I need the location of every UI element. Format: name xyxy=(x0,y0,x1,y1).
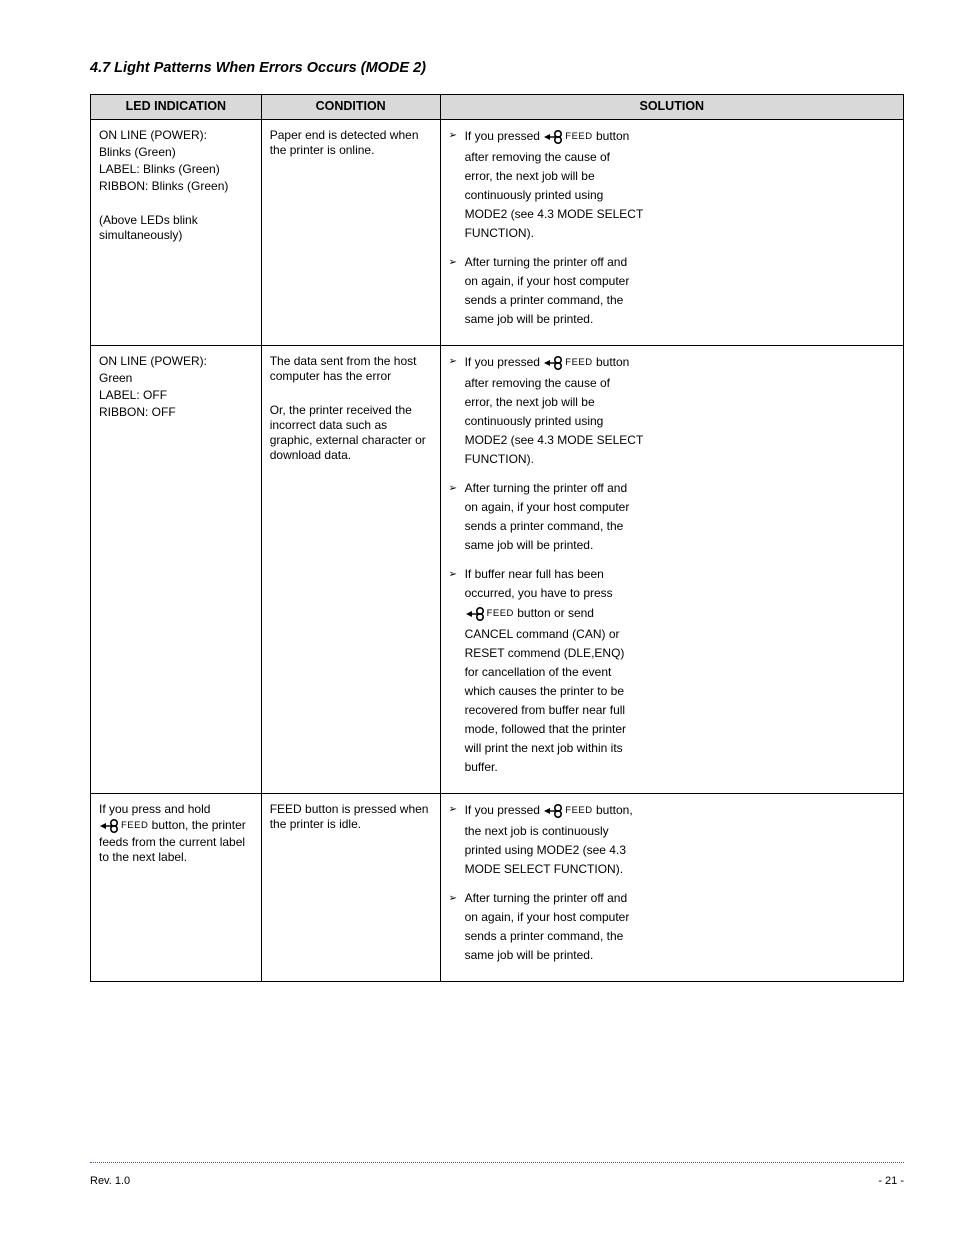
th-condition: CONDITION xyxy=(261,95,440,120)
cell-condition: FEED button is pressed when the printer … xyxy=(261,793,440,981)
chevron-right-icon xyxy=(449,293,465,294)
chevron-right-icon xyxy=(449,538,465,539)
chevron-right-icon xyxy=(449,948,465,949)
chevron-right-icon xyxy=(449,665,465,666)
chevron-right-icon xyxy=(449,274,465,275)
chevron-right-icon xyxy=(449,519,465,520)
cell-solution: ➢If you pressed FEED button,the next job… xyxy=(440,793,903,981)
chevron-right-icon: ➢ xyxy=(449,481,465,496)
table-row: ON LINE (POWER):GreenLABEL: OFFRIBBON: O… xyxy=(91,345,904,793)
chevron-right-icon: ➢ xyxy=(449,128,465,143)
chevron-right-icon xyxy=(449,760,465,761)
chevron-right-icon xyxy=(449,646,465,647)
error-table: LED INDICATION CONDITION SOLUTION ON LIN… xyxy=(90,94,904,982)
cell-condition: The data sent from the host computer has… xyxy=(261,345,440,793)
chevron-right-icon xyxy=(449,500,465,501)
chevron-right-icon xyxy=(449,741,465,742)
chevron-right-icon xyxy=(449,169,465,170)
feed-icon: FEED xyxy=(543,128,592,146)
chevron-right-icon xyxy=(449,605,465,606)
chevron-right-icon xyxy=(449,824,465,825)
footer: Rev. 1.0 - 21 - xyxy=(90,1175,904,1187)
chevron-right-icon xyxy=(449,843,465,844)
chevron-right-icon: ➢ xyxy=(449,354,465,369)
chevron-right-icon: ➢ xyxy=(449,802,465,817)
chevron-right-icon xyxy=(449,414,465,415)
feed-icon: FEED xyxy=(543,802,592,820)
chevron-right-icon xyxy=(449,452,465,453)
chevron-right-icon xyxy=(449,207,465,208)
chevron-right-icon: ➢ xyxy=(449,891,465,906)
footer-right: - 21 - xyxy=(878,1175,904,1187)
chevron-right-icon xyxy=(449,627,465,628)
feed-icon: FEED xyxy=(99,817,148,835)
chevron-right-icon xyxy=(449,433,465,434)
chevron-right-icon xyxy=(449,862,465,863)
cell-solution: ➢If you pressed FEED buttonafter removin… xyxy=(440,119,903,345)
chevron-right-icon xyxy=(449,226,465,227)
feed-icon: FEED xyxy=(465,605,514,623)
chevron-right-icon xyxy=(449,929,465,930)
section-title: 4.7 Light Patterns When Errors Occurs (M… xyxy=(90,60,904,76)
th-led: LED INDICATION xyxy=(91,95,262,120)
chevron-right-icon xyxy=(449,910,465,911)
chevron-right-icon xyxy=(449,684,465,685)
cell-condition: Paper end is detected when the printer i… xyxy=(261,119,440,345)
chevron-right-icon xyxy=(449,376,465,377)
table-row: If you press and hold FEED button, the p… xyxy=(91,793,904,981)
th-solution: SOLUTION xyxy=(440,95,903,120)
chevron-right-icon xyxy=(449,188,465,189)
cell-solution: ➢If you pressed FEED buttonafter removin… xyxy=(440,345,903,793)
chevron-right-icon xyxy=(449,150,465,151)
chevron-right-icon xyxy=(449,395,465,396)
cell-led: ON LINE (POWER):GreenLABEL: OFFRIBBON: O… xyxy=(91,345,262,793)
chevron-right-icon xyxy=(449,722,465,723)
feed-icon: FEED xyxy=(543,354,592,372)
table-row: ON LINE (POWER):Blinks (Green)LABEL: Bli… xyxy=(91,119,904,345)
chevron-right-icon xyxy=(449,312,465,313)
chevron-right-icon: ➢ xyxy=(449,255,465,270)
footer-divider xyxy=(90,1162,904,1163)
cell-led: If you press and hold FEED button, the p… xyxy=(91,793,262,981)
chevron-right-icon: ➢ xyxy=(449,567,465,582)
cell-led: ON LINE (POWER):Blinks (Green)LABEL: Bli… xyxy=(91,119,262,345)
footer-left: Rev. 1.0 xyxy=(90,1175,130,1187)
chevron-right-icon xyxy=(449,586,465,587)
chevron-right-icon xyxy=(449,703,465,704)
